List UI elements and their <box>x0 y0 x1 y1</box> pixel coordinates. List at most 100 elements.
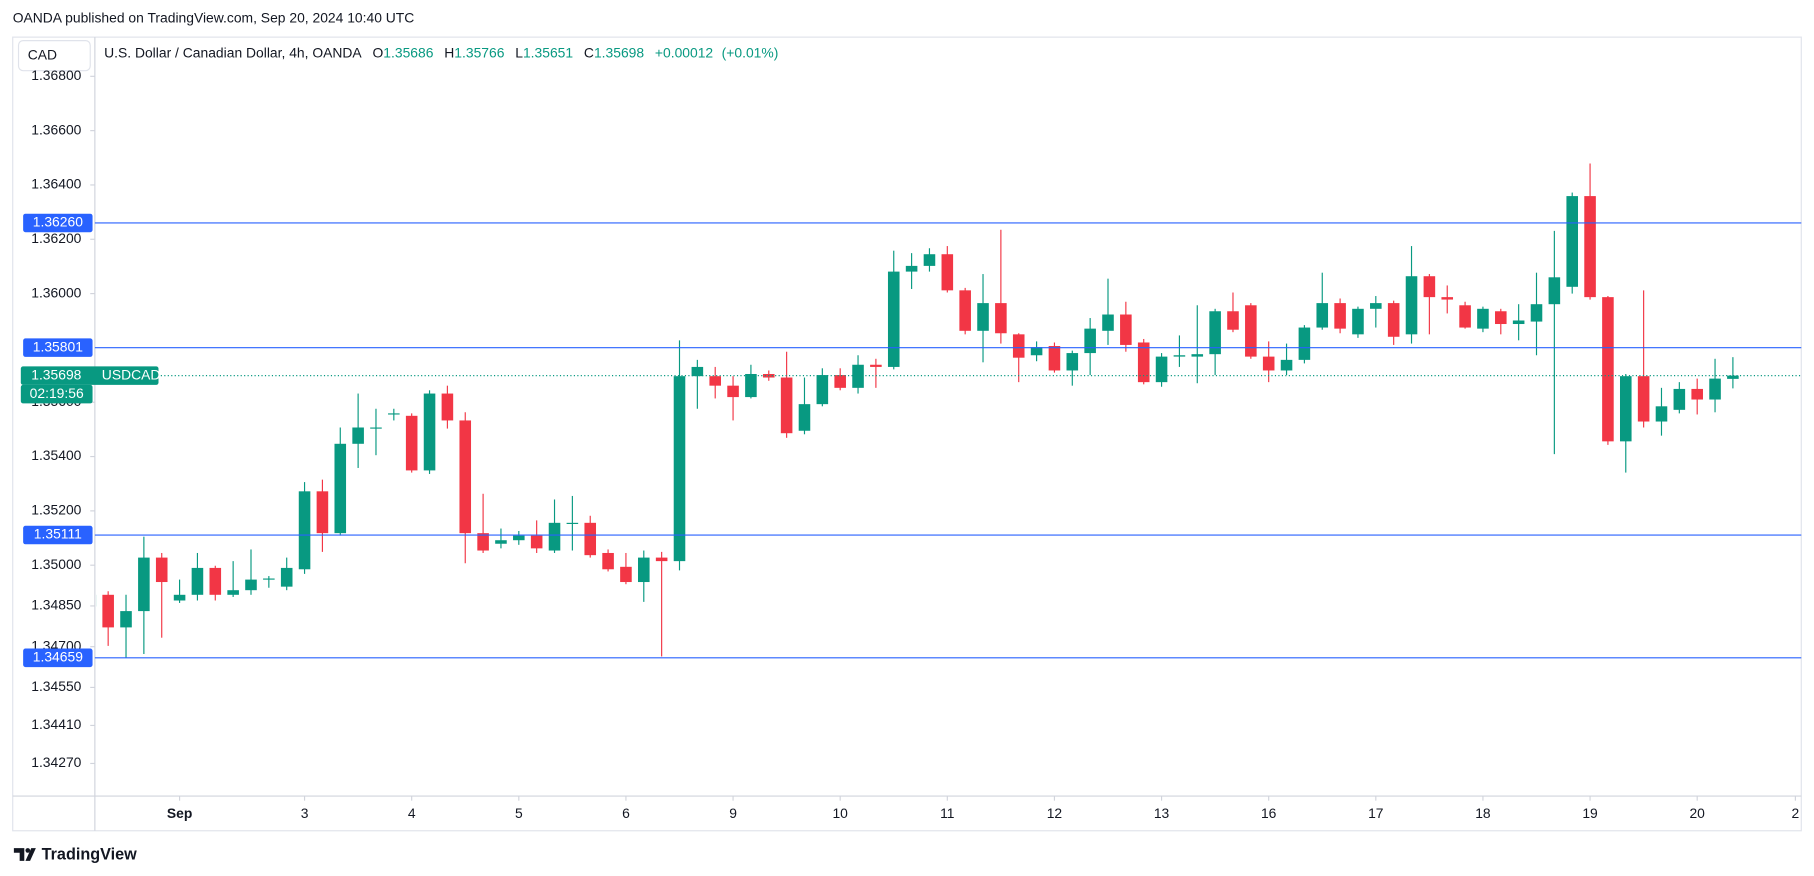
candle-body <box>834 375 846 388</box>
candle-body <box>370 427 382 429</box>
candle-body <box>1137 342 1150 383</box>
change: +0.00012 <box>655 44 714 60</box>
candle-body <box>1387 303 1400 337</box>
candle-body <box>155 557 168 583</box>
y-tick-label: 1.36000 <box>31 284 81 300</box>
candle-body <box>1227 311 1239 330</box>
candle-body <box>1477 308 1489 329</box>
candle-body <box>887 271 900 367</box>
level-label-bg <box>23 525 93 545</box>
candle-body <box>102 594 114 628</box>
candle-body <box>227 590 239 595</box>
candle-body <box>1048 346 1061 371</box>
candle-body <box>441 393 454 421</box>
candle-body <box>405 415 418 471</box>
symbol-label: USDCAD <box>102 366 161 382</box>
candle-body <box>298 491 311 570</box>
candle-body <box>1709 378 1721 400</box>
currency[interactable]: CAD <box>28 46 57 62</box>
candle-body <box>316 491 329 534</box>
candle-body <box>513 535 525 541</box>
candle-body <box>423 393 436 471</box>
candle-body <box>870 364 882 367</box>
candle-body <box>959 290 971 331</box>
candle-body <box>923 254 936 266</box>
candle-body <box>263 578 275 580</box>
x-tick-label: 9 <box>729 805 737 821</box>
candle-body <box>602 552 614 570</box>
candle-body <box>1405 276 1418 335</box>
y-tick-label: 1.36200 <box>31 230 81 246</box>
y-tick-label: 1.36800 <box>31 67 81 83</box>
candle-body <box>1548 277 1561 305</box>
candle-body <box>1155 356 1168 383</box>
y-tick-label: 1.35400 <box>31 447 81 463</box>
x-tick-label: 10 <box>832 805 848 821</box>
level-label: 1.36260 <box>33 214 83 230</box>
candle-body <box>191 567 204 595</box>
candle-body <box>1173 355 1186 357</box>
ohlc-label: H <box>444 44 454 60</box>
x-tick-label: 16 <box>1261 805 1277 821</box>
level-label: 1.35111 <box>34 526 82 542</box>
x-tick-label: 5 <box>515 805 523 821</box>
ohlc-value: 1.35766 <box>454 44 504 60</box>
logo-dot <box>25 848 31 853</box>
candle-body <box>1120 314 1132 345</box>
candle-body <box>638 557 650 583</box>
candle-body <box>1495 311 1507 325</box>
x-tick-label: 6 <box>622 805 630 821</box>
candle-body <box>173 594 186 601</box>
candle-body <box>995 303 1007 334</box>
candle-body <box>1530 304 1543 322</box>
candle-body <box>1280 359 1293 371</box>
ohlc-label: L <box>515 44 523 60</box>
y-tick-label: 1.36400 <box>31 176 81 192</box>
candle-body <box>245 579 257 591</box>
countdown: 02:19:56 <box>30 385 84 401</box>
candle-body <box>1637 376 1650 422</box>
logo-icon <box>13 848 36 861</box>
x-tick-label: 12 <box>1047 805 1063 821</box>
y-tick-label: 1.35000 <box>31 556 81 572</box>
candle-body <box>459 420 472 534</box>
ohlc-value: 1.35698 <box>594 44 644 60</box>
candle-body <box>1655 406 1668 422</box>
candle-body <box>1012 334 1025 358</box>
x-tick-label: 2 <box>1792 805 1800 821</box>
y-tick-label: 1.34850 <box>31 597 81 613</box>
x-tick-label: Sep <box>167 805 192 821</box>
candle-body <box>1334 303 1346 329</box>
plot <box>96 163 1739 658</box>
x-tick-label: 11 <box>940 805 955 821</box>
candle-body <box>1441 297 1454 300</box>
candle-body <box>798 404 811 431</box>
candle-body <box>745 373 757 398</box>
y-tick-label: 1.34410 <box>31 716 81 732</box>
legend: U.S. Dollar / Canadian Dollar, 4h, OANDA… <box>104 44 778 60</box>
candle-body <box>120 611 132 628</box>
header: OANDA published on TradingView.com, Sep … <box>13 9 415 25</box>
candle-body <box>1030 347 1043 356</box>
candle-body <box>584 522 597 556</box>
candle-body <box>209 567 222 595</box>
candle-body <box>852 364 864 388</box>
level-label-bg <box>23 648 93 668</box>
candle-body <box>388 413 400 415</box>
candle-body <box>495 540 507 544</box>
candle-body <box>977 303 989 331</box>
frame <box>12 36 1802 832</box>
candle-body <box>655 557 668 562</box>
currency-button[interactable] <box>17 40 91 72</box>
ohlc-value: 1.35651 <box>523 44 573 60</box>
candle-body <box>1262 356 1275 371</box>
candle-body <box>1370 303 1382 309</box>
logo: TradingView <box>13 845 137 863</box>
candle-body <box>1352 308 1364 335</box>
level-label: 1.34659 <box>33 648 83 664</box>
candle-body <box>727 385 739 398</box>
candle-body <box>1584 196 1596 298</box>
x-tick-label: 17 <box>1368 805 1384 821</box>
candle-body <box>530 535 543 549</box>
y-tick-label: 1.34270 <box>31 754 81 770</box>
